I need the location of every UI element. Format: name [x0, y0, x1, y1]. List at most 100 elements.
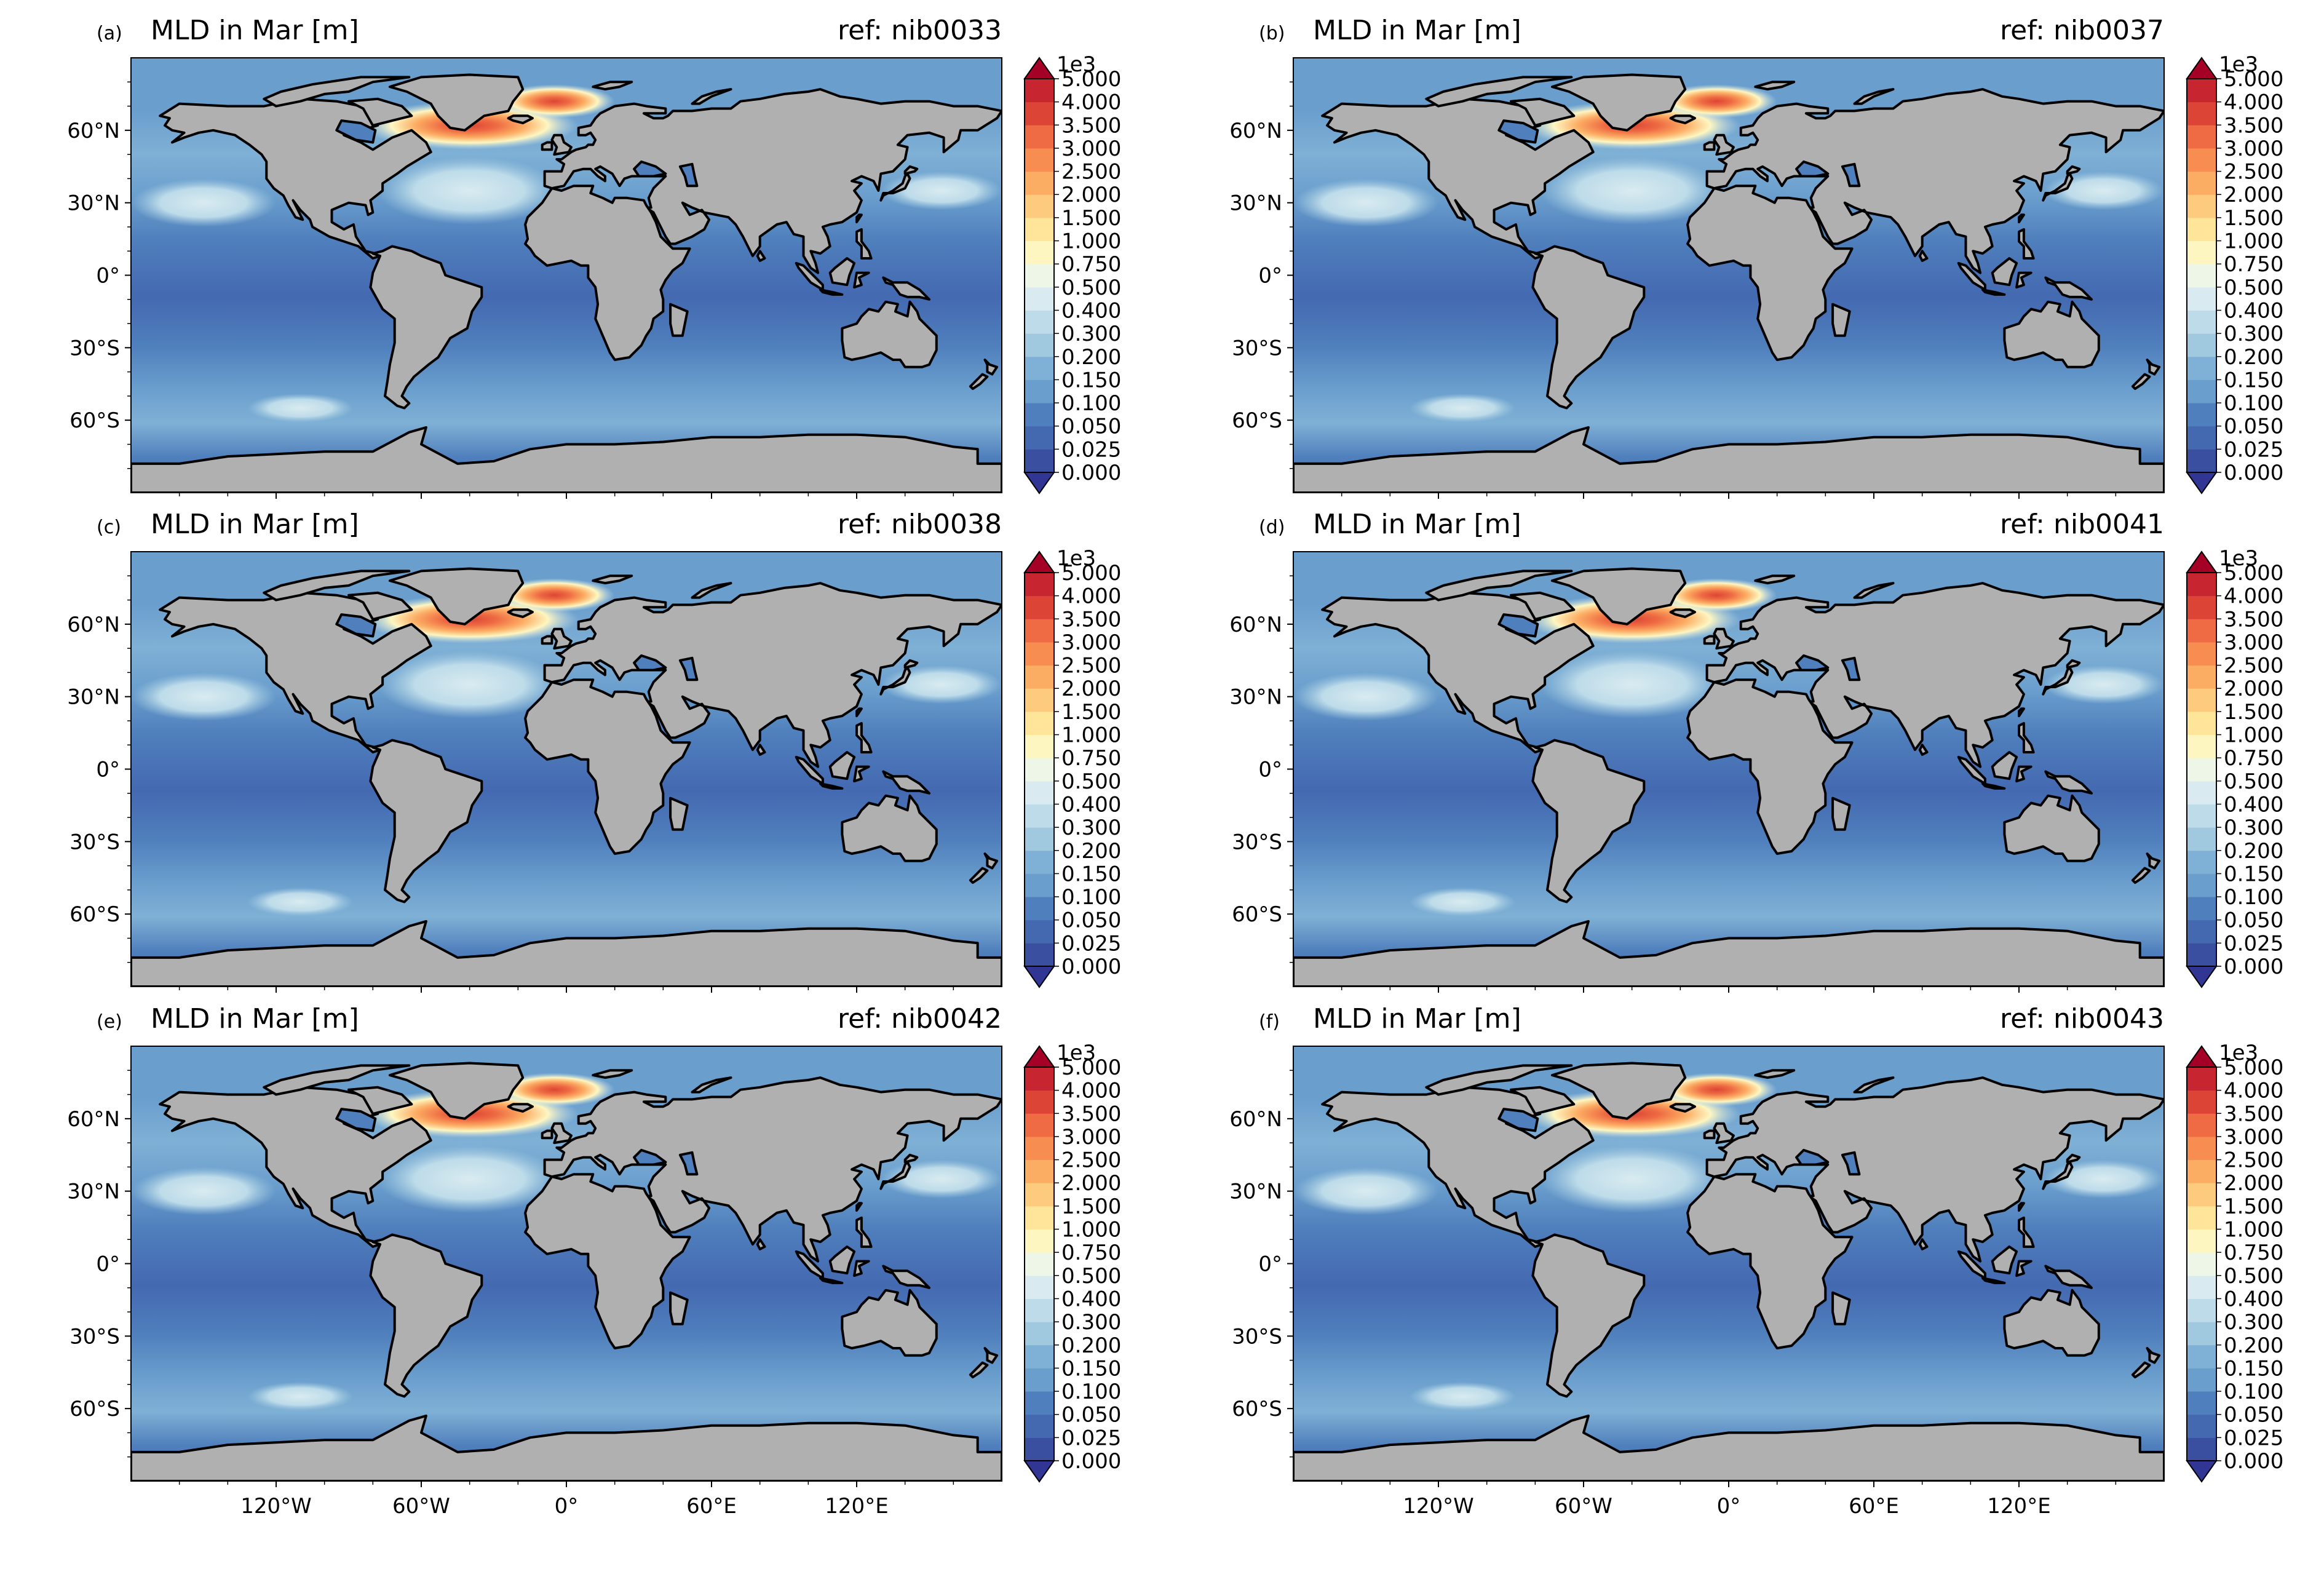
- land-ireland: [541, 1129, 553, 1140]
- land-madagascar: [1831, 796, 1851, 831]
- colorbar-bin: [2187, 194, 2216, 218]
- colorbar-bin: [1025, 1183, 1054, 1207]
- colorbar-bin: [1025, 1391, 1054, 1415]
- panel-letter: (b): [1259, 23, 1285, 44]
- land-ireland: [541, 635, 553, 645]
- colorbar-bin: [1025, 101, 1054, 125]
- colorbar-tick-label: 0.300: [2224, 322, 2283, 346]
- colorbar-tick-label: 0.400: [1061, 1287, 1121, 1311]
- colorbar-bin: [2187, 1159, 2216, 1183]
- land-java: [1981, 782, 2006, 790]
- land-sulawesi: [853, 271, 870, 289]
- colorbar-bin: [2187, 449, 2216, 473]
- colorbar-tick-label: 0.050: [1061, 908, 1121, 933]
- colorbar-bin: [1025, 711, 1054, 736]
- kuroshio-deep-mld: [881, 1159, 1002, 1199]
- colorbar-tick-label: 0.300: [1061, 816, 1121, 840]
- land-british-isles: [550, 627, 573, 650]
- land-north-america: [159, 1086, 432, 1248]
- land-new-zealand-n: [983, 359, 999, 376]
- lat-tick-label: 60°S: [1232, 408, 1282, 433]
- colorbar-tick-label: 0.500: [2224, 276, 2283, 300]
- colorbar-tick-label: 0.500: [1061, 276, 1121, 300]
- land-antarctica: [131, 920, 1002, 987]
- land-sri-lanka: [756, 1238, 766, 1250]
- lon-tick-label: 60°W: [392, 1494, 450, 1519]
- land-new-zealand-s: [2131, 867, 2151, 884]
- colorbar-bin: [1025, 1229, 1054, 1253]
- water-hudson-bay: [335, 1108, 377, 1132]
- lat-tick-label: 30°S: [1232, 336, 1282, 360]
- map-area: [131, 58, 1002, 493]
- colorbar-extend-min: [1023, 966, 1055, 988]
- land-africa: [1686, 678, 1854, 855]
- land-british-isles: [550, 1122, 573, 1145]
- colorbar-bin: [2187, 1136, 2216, 1161]
- water-black-sea: [633, 654, 667, 672]
- lat-tick-label: 60°S: [1232, 1397, 1282, 1421]
- land-new-zealand-s: [969, 1361, 989, 1379]
- colorbar-tick-label: 0.150: [1061, 368, 1121, 392]
- lat-tick-label: 30°N: [1229, 191, 1282, 216]
- colorbar-offset-label: 1e3: [2219, 52, 2258, 77]
- water-hudson-bay: [335, 119, 377, 144]
- land-taiwan: [2018, 213, 2025, 224]
- land-java: [1981, 1277, 2006, 1284]
- lat-tick-label: 60°S: [69, 408, 120, 433]
- panel-a: 60°N 30°N 0° 30°S 60°S (a) MLD in Mar [m] ref: …: [67, 15, 1121, 499]
- lat-tick-label: 30°N: [1229, 1180, 1282, 1204]
- land-new-guinea: [2044, 770, 2093, 795]
- water-caspian: [1841, 1151, 1861, 1176]
- kuroshio-deep-mld: [881, 171, 1002, 210]
- land-eurasia: [1705, 1076, 2164, 1263]
- land-iceland: [1669, 1103, 1696, 1113]
- colorbar-bin: [1025, 850, 1054, 874]
- colorbar-tick-label: 0.025: [2224, 1426, 2283, 1450]
- land-borneo: [828, 257, 856, 287]
- panel-letter: (d): [1259, 517, 1285, 538]
- colorbar-bin: [2187, 1298, 2216, 1322]
- land-south-america: [1531, 739, 1646, 904]
- colorbar-tick-label: 1.500: [2224, 206, 2283, 231]
- water-caspian: [678, 162, 699, 188]
- panel-f: 60°N 30°N 0° 30°S 60°S 120°W 60°W 0° 60°E 120°E (f…: [1229, 1003, 2283, 1519]
- land-svalbard: [592, 1069, 633, 1079]
- colorbar-offset-label: 1e3: [2219, 1041, 2258, 1065]
- colorbar-bin: [1025, 920, 1054, 943]
- colorbar-bin: [1025, 310, 1054, 334]
- map-area: [1293, 552, 2164, 987]
- colorbar-tick-label: 3.500: [1061, 607, 1121, 632]
- colorbar: 0.0000.0250.0500.1000.1500.2000.3000.400…: [2186, 52, 2283, 495]
- land-baffin: [1510, 97, 1576, 127]
- colorbar: 0.0000.0250.0500.1000.1500.2000.3000.400…: [1023, 52, 1121, 495]
- colorbar-tick-label: 0.000: [1061, 1449, 1121, 1474]
- land-sri-lanka: [756, 744, 766, 756]
- colorbar-bin: [2187, 920, 2216, 943]
- colorbar-bin: [1025, 1159, 1054, 1183]
- colorbar-extend-max: [1023, 550, 1055, 573]
- land-taiwan: [855, 707, 863, 718]
- land-baffin: [1510, 591, 1576, 621]
- land-british-isles: [1713, 133, 1735, 156]
- land-baffin: [1510, 1086, 1576, 1115]
- colorbar-frame: [1024, 1067, 1055, 1461]
- land-svalbard: [592, 574, 633, 585]
- colorbar-tick-label: 1.000: [1061, 723, 1121, 748]
- land-new-guinea: [882, 770, 930, 795]
- colorbar-extend-max: [1023, 1045, 1055, 1068]
- southern-ocean-deep-mld: [1409, 1381, 1516, 1412]
- colorbar-bin: [1025, 1414, 1054, 1438]
- land-borneo: [828, 751, 856, 781]
- colorbar-bin: [1025, 426, 1054, 450]
- colorbar-extend-min: [2186, 472, 2218, 495]
- water-black-sea: [1795, 1148, 1830, 1166]
- colorbar-tick-label: 0.050: [1061, 1403, 1121, 1428]
- lat-tick-label: 60°S: [1232, 902, 1282, 927]
- southern-ocean-deep-mld: [1409, 393, 1516, 423]
- land-greenland: [388, 1062, 525, 1120]
- nordic-seas-max-mld: [494, 578, 615, 613]
- colorbar-tick-label: 2.500: [1061, 160, 1121, 185]
- panel-ref: ref: nib0033: [838, 15, 1002, 46]
- colorbar-bin: [2187, 101, 2216, 125]
- land-south-america: [1531, 1233, 1646, 1398]
